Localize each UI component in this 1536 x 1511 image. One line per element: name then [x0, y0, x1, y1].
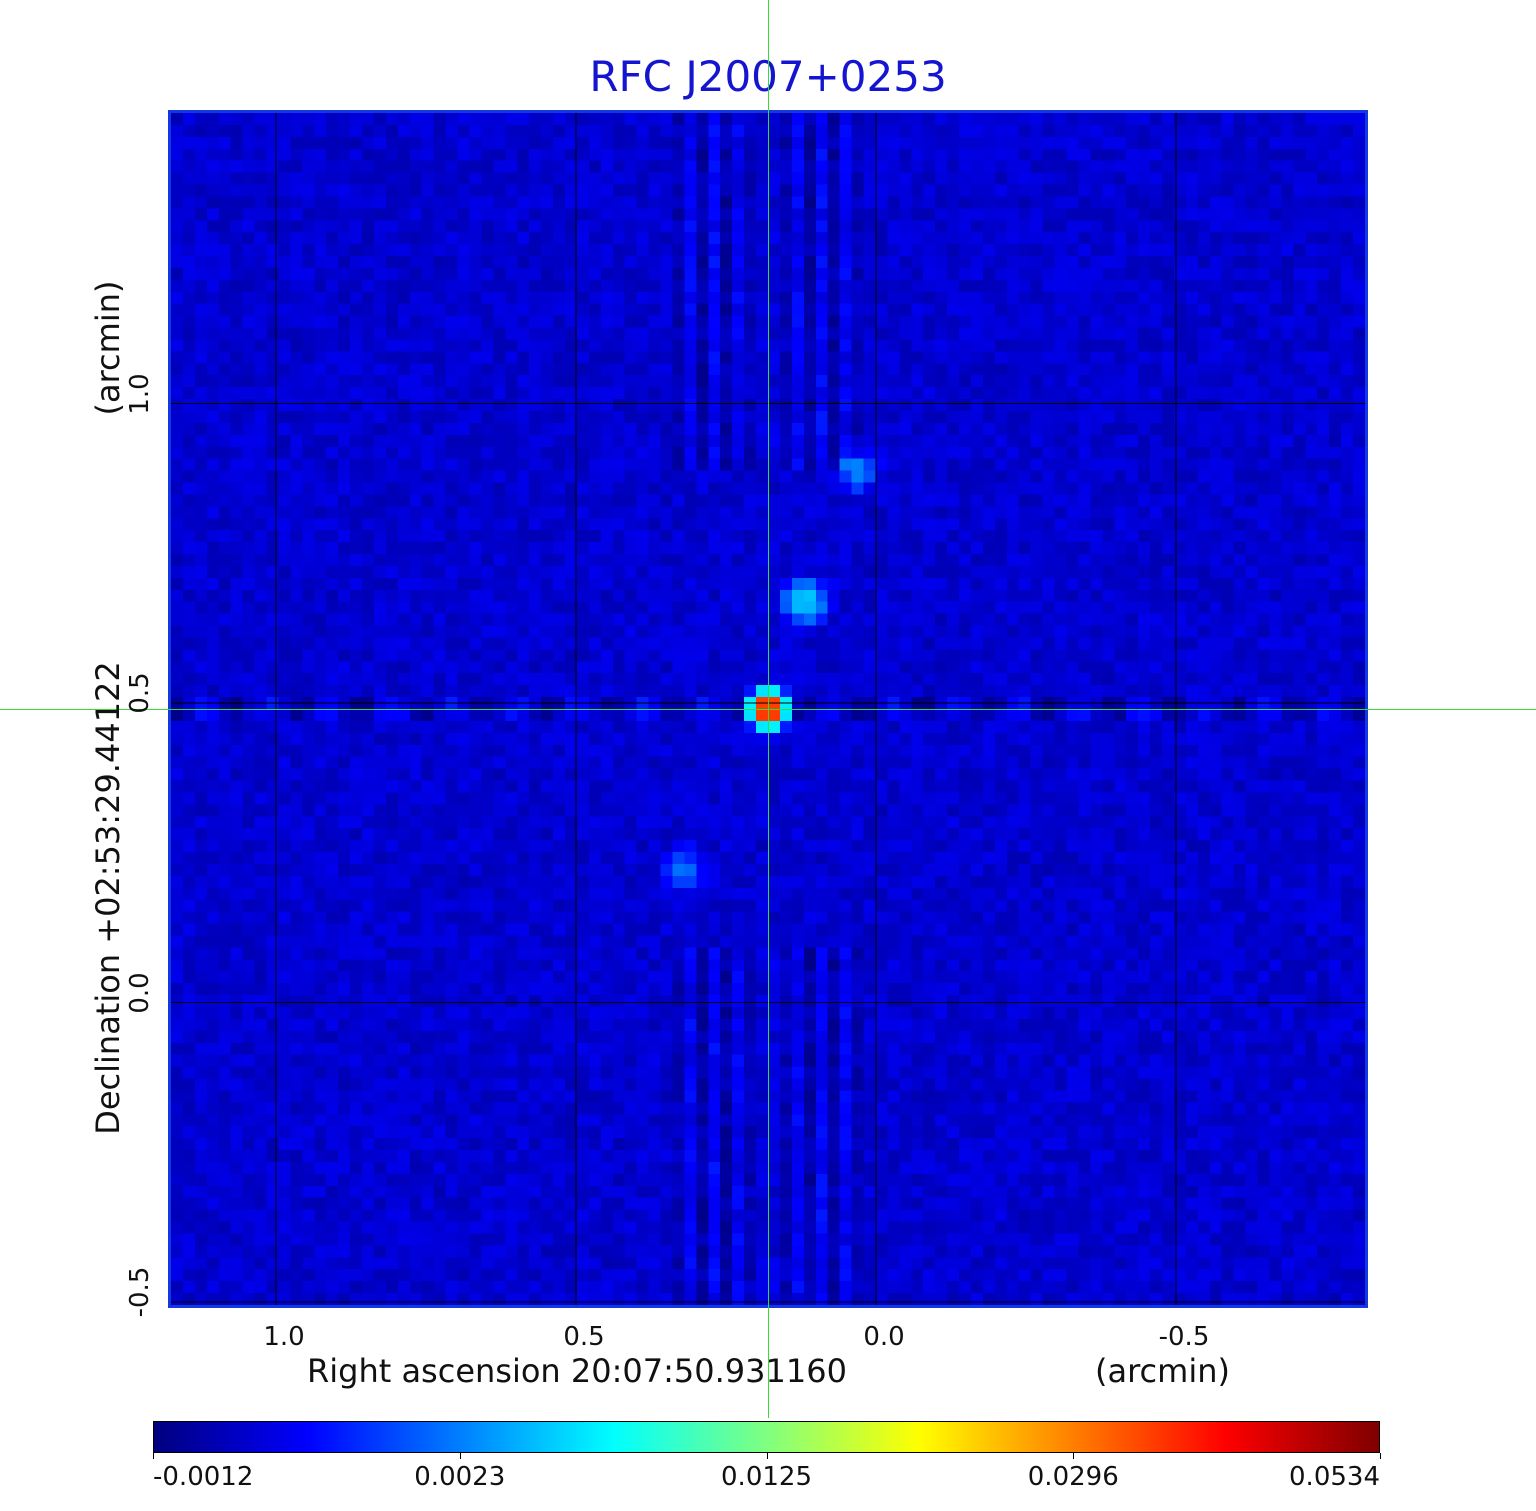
x-tick-label: 1.0 [263, 1322, 305, 1352]
y-tick-label: 0.0 [125, 971, 155, 1014]
colorbar-tick-label: 0.0296 [1027, 1462, 1119, 1492]
y-tick-label: 0.5 [125, 672, 155, 714]
colorbar-tick-label: -0.0012 [153, 1462, 254, 1492]
y-axis-label: Declination +02:53:29.44122 [89, 661, 127, 1135]
colorbar-tick-mark [1073, 1453, 1074, 1459]
x-tick-label: 0.0 [863, 1322, 905, 1352]
y-tick-label: -0.5 [125, 1266, 155, 1318]
colorbar-tick-mark [1380, 1453, 1381, 1459]
colorbar-tick-mark [153, 1453, 154, 1459]
colorbar-tick-mark [767, 1453, 768, 1459]
x-axis-label: Right ascension 20:07:50.931160 [307, 1352, 847, 1390]
colorbar-tick-label: 0.0534 [1289, 1462, 1380, 1492]
crosshair-horizontal [0, 709, 1536, 710]
x-axis-unit: (arcmin) [1095, 1352, 1230, 1390]
y-tick-label: 1.0 [125, 372, 155, 415]
x-tick-label: 0.5 [563, 1322, 605, 1352]
x-tick-label: -0.5 [1158, 1322, 1210, 1352]
colorbar-tick-label: 0.0023 [414, 1462, 506, 1492]
colorbar-tick-label: 0.0125 [721, 1462, 812, 1492]
colorbar [153, 1421, 1380, 1453]
y-axis-unit: (arcmin) [89, 280, 127, 416]
colorbar-tick-mark [460, 1453, 461, 1459]
